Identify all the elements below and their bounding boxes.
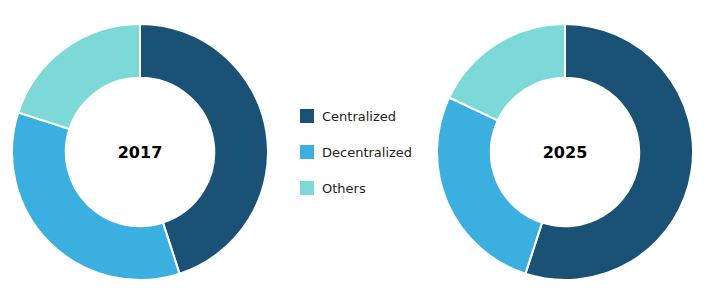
legend-item: Decentralized <box>300 145 412 160</box>
donut: 2025 <box>437 24 693 280</box>
legend-label: Decentralized <box>322 145 412 160</box>
donut-slice <box>18 24 140 129</box>
center-label: 2017 <box>118 143 163 162</box>
legend-item: Centralized <box>300 109 396 124</box>
legend-swatch <box>300 181 314 195</box>
legend: Centralized Decentralized Others <box>300 109 412 196</box>
center-label: 2025 <box>543 143 588 162</box>
legend-swatch <box>300 109 314 123</box>
legend-swatch <box>300 145 314 159</box>
legend-label: Centralized <box>322 109 396 124</box>
donut-slice <box>449 24 565 120</box>
legend-item: Others <box>300 181 366 196</box>
legend-label: Others <box>322 181 366 196</box>
chart-canvas: 2017 2025 Centralized Decentralized Others <box>0 0 714 304</box>
donut-slice <box>437 98 542 274</box>
donut-slice <box>12 112 180 280</box>
donut: 2017 <box>12 24 268 280</box>
